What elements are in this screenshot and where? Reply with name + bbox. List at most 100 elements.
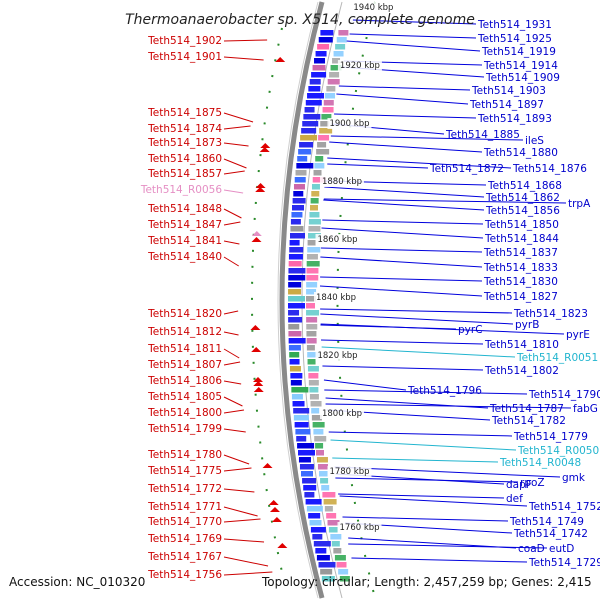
forward-feature-bar (313, 541, 331, 547)
right-connector-line (323, 199, 485, 211)
right-connector-line (334, 466, 561, 478)
right-connector-line (320, 256, 483, 268)
feature-color-bar (307, 233, 321, 239)
reverse-feature-arrow (253, 381, 264, 386)
right-connector-line (322, 365, 484, 371)
left-connector-line (223, 556, 269, 567)
feature-bars (288, 30, 350, 582)
right-gene-label: gmk (562, 472, 586, 484)
left-connector-line (223, 112, 254, 123)
left-gene-label: Teth514_R0056 (140, 184, 222, 196)
left-connector-line (223, 331, 239, 336)
right-connector-line (332, 457, 499, 463)
feature-color-bar (330, 65, 342, 71)
left-gene-label: Teth514_1848 (147, 203, 222, 215)
left-connector-line (223, 256, 239, 267)
forward-feature-bar (321, 576, 335, 582)
kbp-tick-label: 1820 kbp (317, 351, 357, 361)
feature-color-bar (336, 37, 347, 43)
feature-color-bar (306, 282, 318, 288)
forward-feature-bar (289, 359, 300, 365)
right-gene-label: def (506, 493, 523, 505)
forward-feature-bar (293, 184, 305, 190)
kbp-tick-background (351, 2, 396, 13)
feature-color-bar (327, 79, 340, 85)
right-connector-line (339, 495, 528, 507)
right-gene-label: Teth514_1914 (483, 60, 558, 72)
feature-color-bar (333, 51, 344, 57)
forward-feature-bar (288, 345, 301, 351)
forward-feature-bar (299, 142, 314, 148)
forward-feature-bar (302, 121, 319, 127)
forward-feature-bar (289, 352, 300, 358)
feature-color-bar (306, 289, 317, 295)
left-connector-line (223, 208, 242, 219)
feature-color-bar (306, 310, 320, 316)
right-gene-label: Teth514_1844 (484, 233, 559, 245)
forward-feature-bar (288, 296, 306, 302)
kbp-tick-label: 1940 kbp (353, 3, 393, 13)
forward-feature-bar (288, 331, 302, 337)
feature-color-bar (306, 303, 316, 309)
left-gene-label: Teth514_1811 (147, 343, 222, 355)
left-gene-label: Teth514_1875 (147, 107, 222, 119)
left-gene-label: Teth514_1841 (147, 235, 222, 247)
right-gene-label: Teth514_1790 (528, 389, 600, 401)
right-gene-label: Teth514_1897 (469, 99, 544, 111)
right-gene-label: dapF (506, 479, 532, 491)
kbp-tick-background (315, 234, 360, 245)
forward-feature-bar (288, 254, 303, 260)
right-connector-line (324, 186, 485, 198)
forward-feature-bar (290, 219, 301, 225)
left-connector-line (223, 409, 245, 414)
kbp-tick-background (337, 60, 382, 71)
right-connector-line (346, 40, 481, 52)
right-gene-label: Teth514_R0051 (516, 352, 598, 364)
forward-feature-bar (298, 457, 311, 463)
left-gene-label: Teth514_1770 (147, 516, 222, 528)
left-gene-label: Teth514_1857 (147, 168, 222, 180)
topology-text: Topology: circular; Length: 2,457,259 bp… (261, 575, 592, 589)
forward-feature-bar (289, 247, 304, 253)
feature-color-bar (332, 58, 341, 64)
forward-feature-bar (294, 422, 309, 428)
left-connector-line (223, 240, 240, 245)
kbp-ticks: 1940 kbp 1920 kbp 1900 kbp 1880 kbp 1860 kbp… (314, 2, 396, 533)
left-connector-line (223, 488, 255, 493)
right-connector-line (335, 477, 519, 483)
feature-color-bar (322, 492, 336, 498)
forward-feature-bar (298, 149, 312, 155)
reverse-feature-arrow (255, 187, 266, 192)
forward-feature-bar (304, 492, 315, 498)
reverse-feature-arrow (251, 237, 262, 242)
right-gene-label: Teth514_1742 (513, 528, 588, 540)
feature-color-bar (317, 464, 328, 470)
feature-color-bar (313, 429, 324, 435)
right-gene-label: Teth514_1802 (484, 365, 559, 377)
right-gene-label: Teth514_1872 (429, 163, 504, 175)
forward-feature-bar (290, 380, 302, 386)
feature-color-bar (328, 527, 338, 533)
right-connector-line (324, 389, 528, 395)
forward-feature-bar (317, 44, 330, 50)
reverse-feature-arrow (259, 147, 270, 152)
right-gene-label: Teth514_1925 (477, 33, 552, 45)
right-gene-label: Teth514_1752 (528, 501, 600, 513)
forward-feature-bar (289, 233, 305, 239)
feature-color-bar (320, 478, 329, 484)
right-gene-label: Teth514_1787 (489, 403, 564, 415)
forward-feature-bar (300, 135, 318, 141)
right-connector-line (321, 227, 484, 239)
kbp-tick-label: 1920 kbp (340, 61, 380, 71)
forward-feature-bar (306, 506, 323, 512)
right-connector-line (352, 19, 477, 25)
right-gene-label: pyrB (515, 319, 539, 331)
feature-color-bar (316, 457, 328, 463)
feature-color-bar (318, 135, 330, 141)
feature-color-bar (334, 555, 346, 561)
right-connector-line (349, 33, 477, 39)
left-gene-label: Teth514_1805 (147, 391, 222, 403)
left-gene-label: Teth514_1820 (147, 308, 222, 320)
left-gene-label: Teth514_1800 (147, 407, 222, 419)
left-connector-line (223, 506, 258, 517)
